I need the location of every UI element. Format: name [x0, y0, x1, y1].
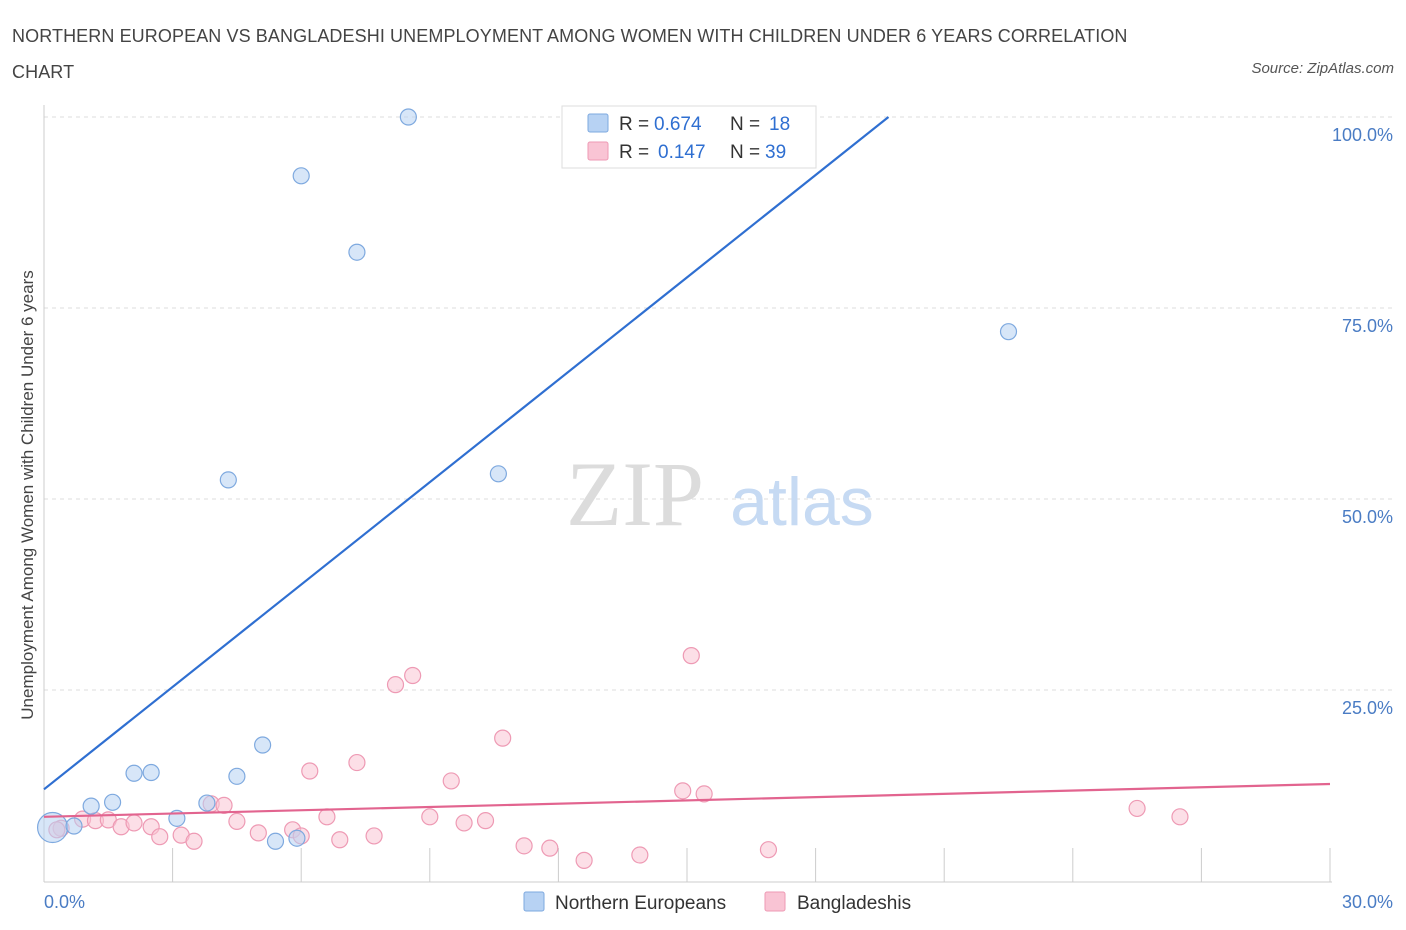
bangladeshis-point-27 — [494, 729, 512, 747]
bangladeshis-point-9 — [185, 832, 203, 850]
watermark-zip: ZIP — [566, 443, 704, 545]
legend-n-label-1: N = — [730, 114, 760, 135]
northern-europeans-point-1 — [65, 817, 83, 835]
y-tick-label-25: 25.0% — [1342, 698, 1393, 718]
bangladeshis-point-25 — [455, 814, 473, 832]
x-axis-ticks — [172, 848, 1331, 882]
northern-europeans-point-17 — [999, 323, 1018, 341]
northern-europeans-point-13 — [292, 167, 310, 185]
bangladeshis-point-23 — [421, 808, 439, 826]
northern-europeans-point-7 — [198, 794, 216, 812]
y-tick-label-50: 50.0% — [1342, 507, 1393, 527]
northern-europeans-point-9 — [228, 767, 246, 785]
bangladeshis-point-16 — [301, 762, 319, 780]
legend-r-value-2: 0.147 — [658, 142, 706, 163]
chart-title: NORTHERN EUROPEAN VS BANGLADESHI UNEMPLO… — [12, 26, 1128, 82]
northern-europeans-point-2 — [82, 797, 100, 815]
bangladeshis-point-33 — [682, 647, 700, 665]
y-tick-label-100: 100.0% — [1332, 125, 1393, 145]
northern-europeans-trend-line — [43, 116, 890, 791]
y-tick-label-75: 75.0% — [1342, 316, 1393, 336]
bangladeshis-point-13 — [249, 824, 267, 842]
legend-r-label-1: R = — [619, 114, 649, 135]
bangladeshis-point-30 — [575, 851, 593, 869]
series-legend: Northern Europeans Bangladeshis — [523, 891, 911, 914]
bangladeshis-trend-line — [43, 782, 1331, 818]
gridlines — [44, 116, 1392, 691]
legend-n-value-2: 39 — [765, 142, 786, 163]
bangladeshis-point-36 — [1128, 799, 1146, 818]
bangladeshis-point-22 — [404, 666, 422, 685]
bangladeshis-point-31 — [631, 846, 649, 864]
bangladeshis-point-37 — [1171, 808, 1189, 826]
northern-europeans-point-4 — [125, 764, 143, 782]
northern-europeans-points — [36, 108, 1018, 850]
northern-europeans-point-12 — [288, 829, 306, 847]
northern-europeans-point-14 — [348, 243, 366, 261]
northern-europeans-point-3 — [103, 793, 122, 811]
northern-europeans-point-15 — [399, 108, 417, 126]
legend-n-label-2: N = — [730, 142, 760, 163]
watermark-atlas: atlas — [730, 464, 874, 540]
northern-europeans-point-8 — [219, 471, 237, 489]
bangladeshis-point-20 — [365, 827, 383, 845]
bangladeshis-point-19 — [348, 753, 366, 772]
northern-europeans-point-11 — [266, 832, 285, 850]
source-label: Source: ZipAtlas.com — [1251, 60, 1394, 77]
legend-swatch-northern-europeans — [523, 891, 545, 912]
legend-swatch-blue — [587, 113, 609, 133]
x-tick-label-max: 30.0% — [1342, 892, 1393, 912]
bangladeshis-point-21 — [386, 676, 405, 694]
y-tick-labels: 25.0% 50.0% 75.0% 100.0% — [1332, 125, 1393, 718]
bangladeshis-point-35 — [759, 841, 778, 859]
bangladeshis-point-7 — [151, 828, 169, 846]
bangladeshis-point-17 — [318, 808, 336, 826]
y-axis-label: Unemployment Among Women with Children U… — [18, 270, 37, 719]
bangladeshis-point-11 — [215, 796, 233, 814]
legend-label-bangladeshis: Bangladeshis — [797, 893, 911, 914]
bangladeshis-point-26 — [476, 812, 495, 830]
legend-swatch-bangladeshis — [764, 891, 786, 912]
bangladeshis-point-24 — [442, 772, 460, 790]
legend-label-northern-europeans: Northern Europeans — [555, 893, 726, 914]
bangladeshis-point-28 — [515, 837, 533, 855]
legend-n-value-1: 18 — [769, 114, 790, 135]
northern-europeans-point-5 — [142, 763, 160, 782]
bangladeshis-point-34 — [695, 785, 713, 803]
bangladeshis-point-18 — [331, 831, 349, 849]
northern-europeans-point-16 — [489, 465, 507, 483]
legend-r-value-1: 0.674 — [654, 114, 702, 135]
x-tick-label-min: 0.0% — [44, 892, 85, 912]
correlation-legend: R = 0.674 N = 18 R = 0.147 N = 39 — [561, 105, 817, 169]
northern-europeans-point-10 — [254, 736, 272, 754]
bangladeshis-point-12 — [228, 812, 246, 831]
legend-swatch-pink — [587, 141, 609, 161]
bangladeshis-point-5 — [125, 814, 143, 832]
bangladeshis-point-32 — [674, 782, 692, 800]
bangladeshis-points — [48, 647, 1189, 869]
bangladeshis-point-29 — [541, 839, 559, 857]
legend-r-label-2: R = — [619, 142, 649, 163]
